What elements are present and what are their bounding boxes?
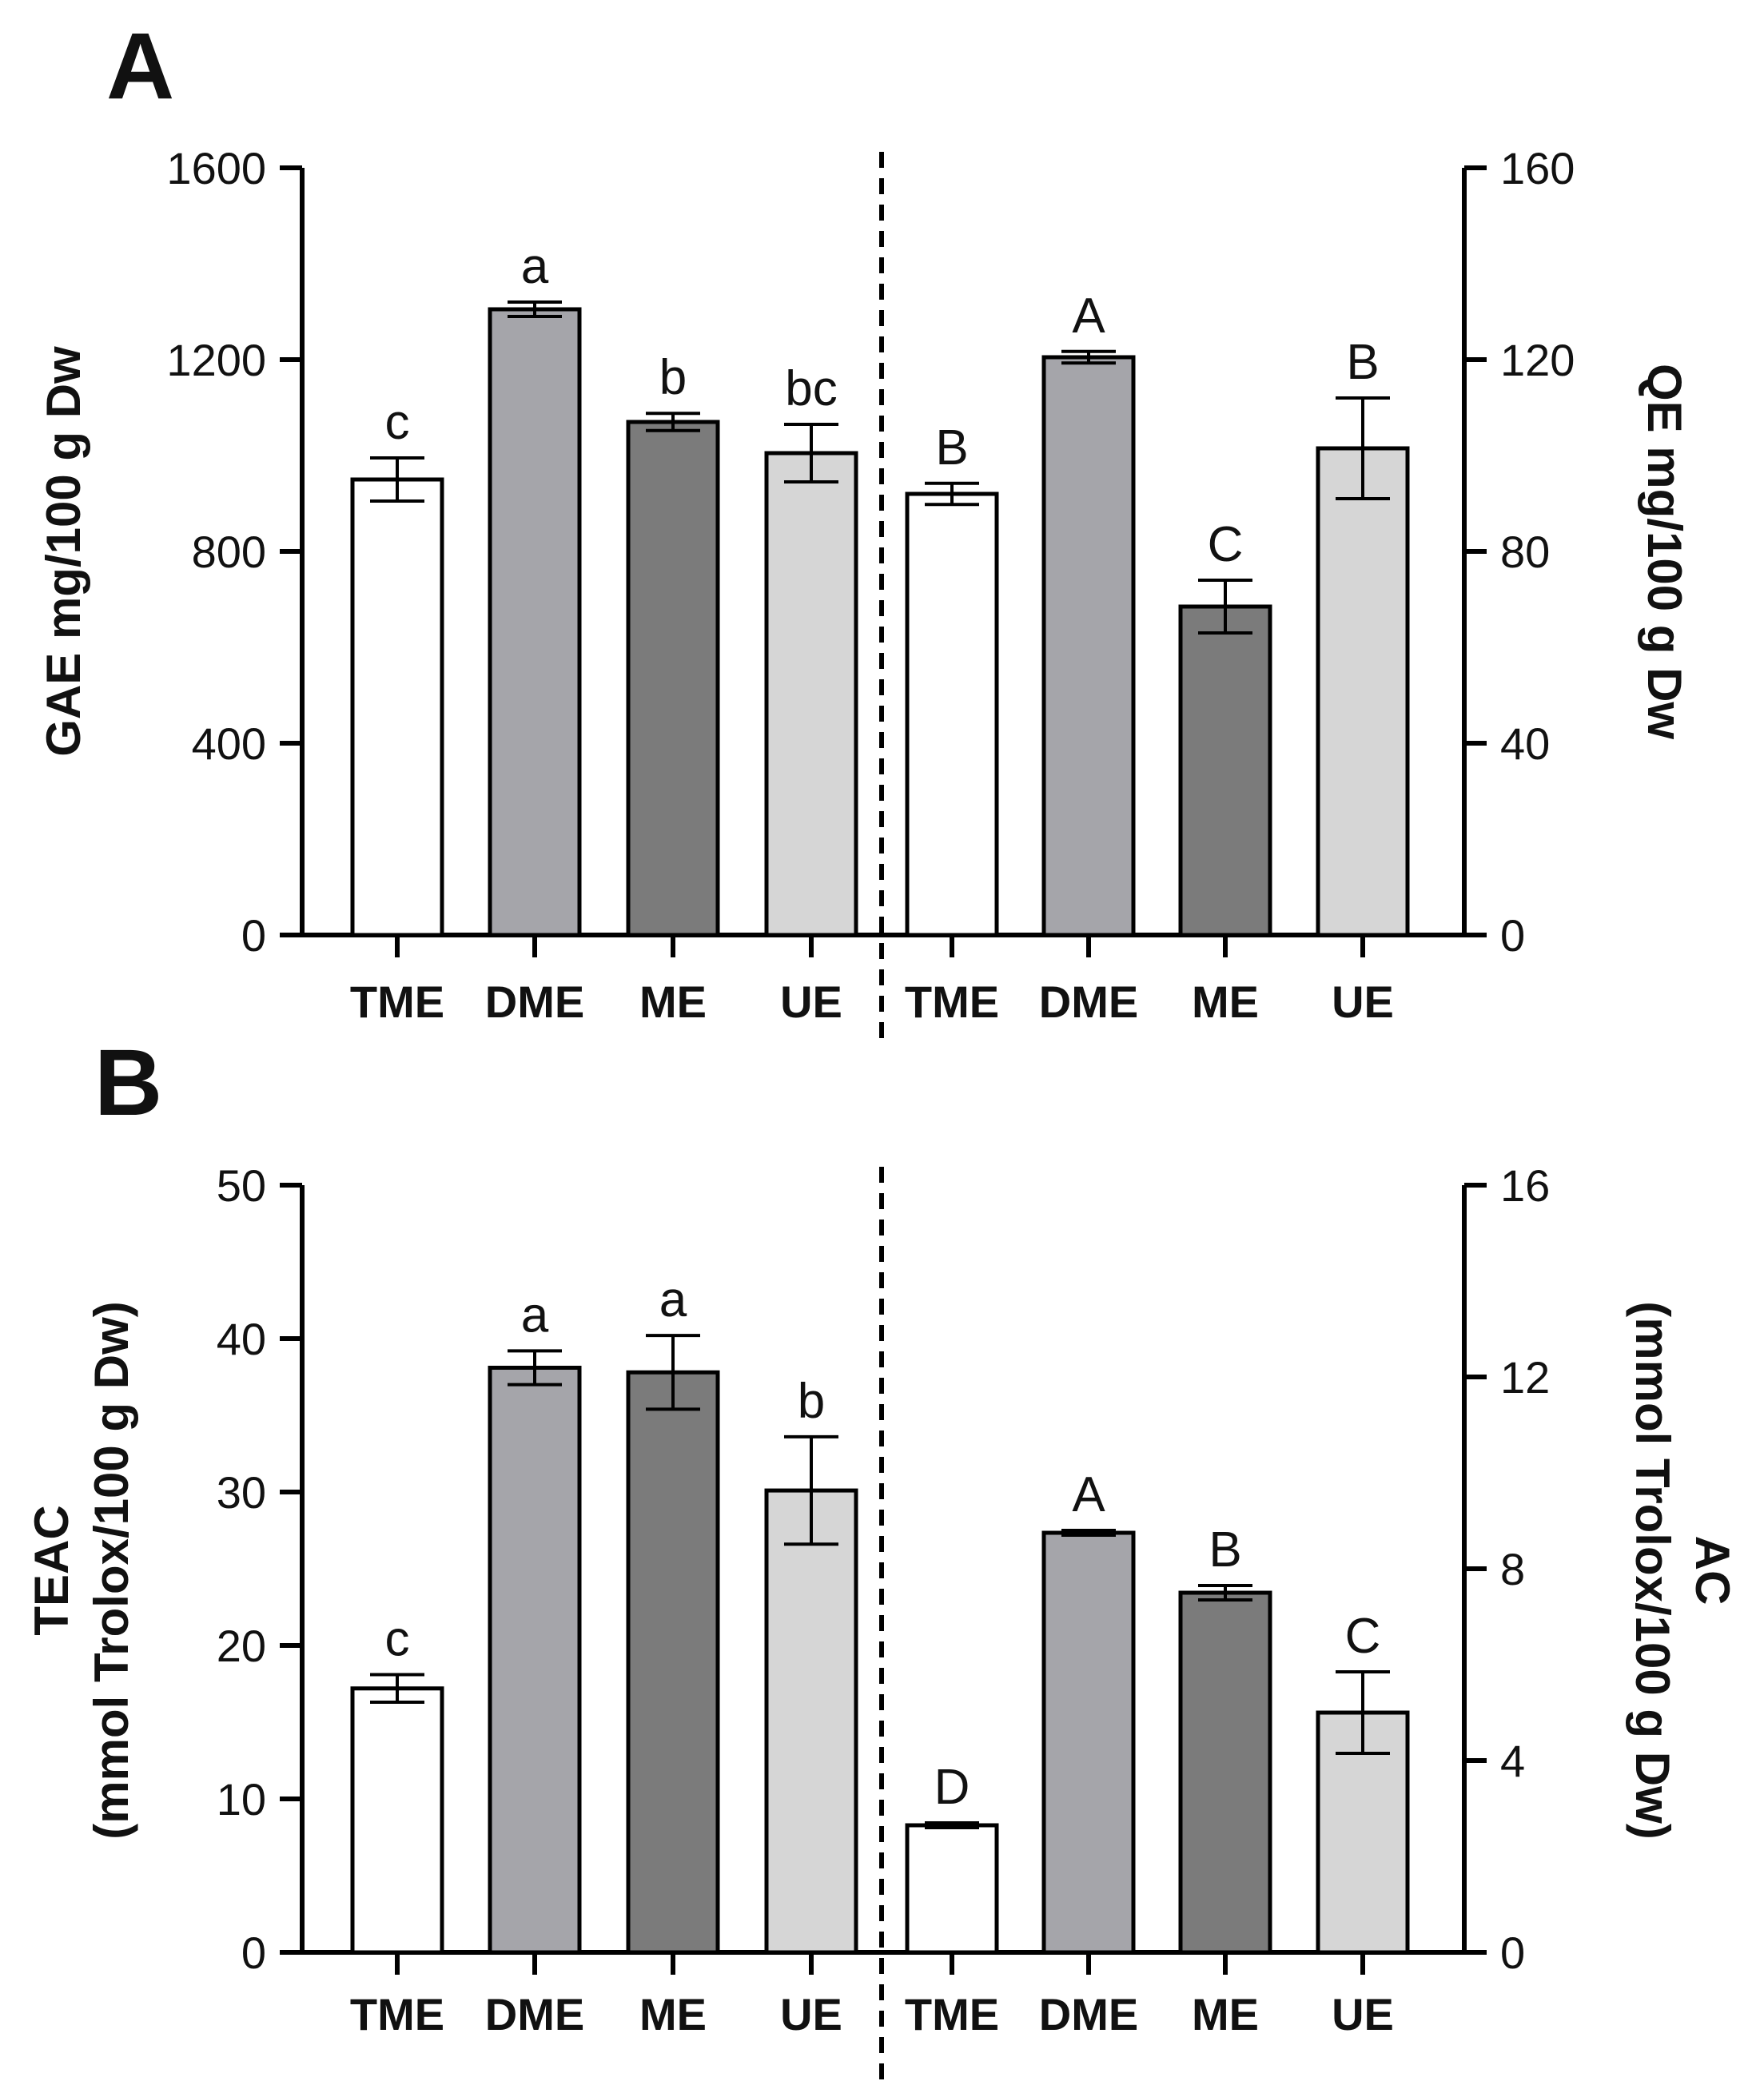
panel-b-right-tme-bar (905, 1823, 999, 1955)
panel-b-right-tick-label: 0 (1500, 1928, 1525, 1978)
panel-b-left-tme-significance-letter: c (385, 1611, 410, 1666)
panel-b-left-ue-significance-letter: b (798, 1374, 825, 1429)
panel-b-left-tme-category-label: TME (350, 1989, 444, 2039)
panel-a-right-tme-bar (905, 491, 999, 937)
panel-a-right-tick-label: 160 (1500, 143, 1575, 193)
panel-b-left-tick-label: 20 (217, 1621, 266, 1671)
panel-a-left-ue-significance-letter: bc (785, 361, 837, 416)
panel-b-right-ue-error-bar (1336, 1670, 1390, 1755)
panel-a-right-dme-bar (1041, 355, 1136, 937)
panel-a-left-tme-bar (350, 477, 444, 937)
panel-b-right-ue-significance-letter: C (1345, 1609, 1381, 1664)
panel-a-right-me-category-label: ME (1192, 977, 1259, 1027)
panel-a-left-tme-error-bar (370, 456, 424, 503)
panel-b-left-tick-label: 30 (217, 1467, 266, 1518)
panel-a-right-me-significance-letter: C (1208, 517, 1244, 572)
panel-b-right-tick-label: 12 (1500, 1352, 1550, 1403)
panel-a-left-ue-bar (764, 451, 858, 937)
panel-a-right-ue-error-bar (1336, 396, 1390, 500)
panel-a-left-tick-label: 1600 (166, 143, 266, 193)
panel-b-left-me-significance-letter: a (659, 1272, 687, 1327)
panel-a-left-tick-label: 400 (192, 718, 266, 769)
panel-b-right-dme-error-bar (1061, 1529, 1116, 1537)
panel-a-right-me-bar (1178, 604, 1272, 937)
panel-b-left-me-error-bar (646, 1334, 700, 1411)
panel-b-right-me-error-bar (1198, 1584, 1252, 1602)
panel-a-left-me-significance-letter: b (659, 350, 687, 405)
panel-b-left-tick-label: 50 (217, 1160, 266, 1211)
panel-b-left-tick-label: 40 (217, 1314, 266, 1364)
panel-a-left-ue-error-bar (784, 423, 838, 483)
panel-a-left-tme-category-label: TME (350, 977, 444, 1027)
panel-b-left-tme-bar (350, 1686, 444, 1955)
panel-b-left-dme-bar (488, 1365, 582, 1955)
panel-b-right-ylabel-units: (mmol Trolox/100 g Dw) (1626, 1301, 1679, 1839)
panel-a-right-ue-significance-letter: B (1346, 335, 1379, 390)
panel-a-left-dme-category-label: DME (485, 977, 584, 1027)
panel-a-left-tme-significance-letter: c (385, 395, 410, 450)
panel-b-left-me-bar (626, 1370, 720, 1955)
panel-a-left-tick-label: 0 (241, 910, 266, 961)
panel-a-left-me-error-bar (646, 412, 700, 432)
panel-b-left-ue-error-bar (784, 1434, 838, 1546)
panel-b-right-me-category-label: ME (1192, 1989, 1259, 2039)
panel-label-b: B (94, 1030, 162, 1136)
panel-a-left-me-category-label: ME (639, 977, 707, 1027)
panel-b-right-tme-significance-letter: D (934, 1760, 970, 1815)
panel-a-right-tick-label: 40 (1500, 718, 1550, 769)
panel-label-a: A (106, 14, 174, 119)
panel-b-right-me-significance-letter: B (1209, 1522, 1241, 1578)
panel-a-left-tick-label: 1200 (166, 335, 266, 385)
panel-b-left-dme-significance-letter: a (521, 1287, 549, 1343)
panel-a-right-tme-category-label: TME (905, 977, 999, 1027)
panel-b-right-tick-label: 8 (1500, 1544, 1525, 1594)
panel-b-right-tick-label: 4 (1500, 1736, 1525, 1786)
panel-b-right-me-bar (1178, 1590, 1272, 1955)
panel-b-left-tick-label: 10 (217, 1774, 266, 1824)
panel-b-left-tick-label: 0 (241, 1928, 266, 1978)
panel-b-right-tme-error-bar (925, 1821, 979, 1829)
panel-b-left-ylabel: TEAC (25, 1505, 78, 1635)
panel-b-left-ue-bar (764, 1488, 858, 1955)
panel-a-right-tme-significance-letter: B (935, 420, 968, 475)
panel-b-right-dme-significance-letter: A (1072, 1467, 1105, 1522)
panel-b-left-ylabel-units: (mmol Trolox/100 g Dw) (85, 1301, 138, 1839)
panel-a-right-tick-label: 120 (1500, 335, 1575, 385)
panel-a-left-ylabel: GAE mg/100 g Dw (37, 346, 90, 757)
panel-a-right-ue-bar (1316, 446, 1410, 937)
panel-b-right-dme-bar (1041, 1530, 1136, 1955)
panel-a-left-dme-bar (488, 307, 582, 937)
panel-b-right-tick-label: 16 (1500, 1160, 1550, 1211)
panel-b-right-ylabel: AC (1686, 1536, 1739, 1606)
panel-a-right-ue-category-label: UE (1332, 977, 1394, 1027)
panel-a-right-tme-error-bar (925, 481, 979, 507)
panel-a-right-tick-label: 80 (1500, 527, 1550, 577)
panel-a-right-ylabel: QE mg/100 g Dw (1638, 364, 1691, 739)
panel-a-right-dme-category-label: DME (1039, 977, 1138, 1027)
panel-b-left-ue-category-label: UE (780, 1989, 842, 2039)
panel-b-left-dme-error-bar (508, 1349, 562, 1387)
panel-b-left-tme-error-bar (370, 1673, 424, 1705)
panel-a-right-dme-error-bar (1061, 349, 1116, 365)
panel-a-left-ue-category-label: UE (780, 977, 842, 1027)
panel-a-left-dme-significance-letter: a (521, 239, 549, 294)
panel-a-left-tick-label: 800 (192, 527, 266, 577)
panel-a-left-dme-error-bar (508, 300, 562, 318)
panel-a-right-me-error-bar (1198, 579, 1252, 635)
panel-a-right-tick-label: 0 (1500, 910, 1525, 961)
panel-a-left-me-bar (626, 420, 720, 937)
panel-b-right-tme-category-label: TME (905, 1989, 999, 2039)
panel-b-right-ue-category-label: UE (1332, 1989, 1394, 2039)
panel-b-left-me-category-label: ME (639, 1989, 707, 2039)
panel-a-right-dme-significance-letter: A (1072, 288, 1105, 344)
panel-b-left-dme-category-label: DME (485, 1989, 584, 2039)
panel-b-right-dme-category-label: DME (1039, 1989, 1138, 2039)
